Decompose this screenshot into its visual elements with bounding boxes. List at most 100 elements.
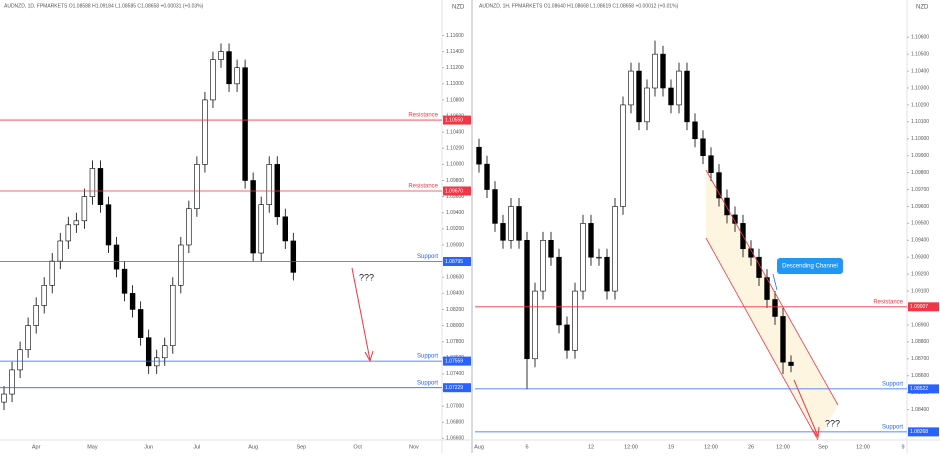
candle-body (596, 256, 602, 259)
candle-body (121, 268, 128, 294)
axis-unit: NZD (916, 5, 929, 11)
callout-text: Descending Channel (782, 264, 838, 270)
level-badge (443, 383, 471, 393)
y-tick-label: 1.08400 (446, 291, 464, 297)
candle-body (17, 349, 23, 371)
y-tick-label: 1.07400 (446, 371, 464, 377)
level-label: Support (417, 380, 438, 386)
candle-body (113, 244, 120, 270)
y-tick-label: 1.09800 (446, 178, 464, 184)
y-tick-label: 1.10400 (446, 129, 464, 135)
x-tick-label: Oct (353, 444, 362, 450)
candle-body (492, 189, 498, 224)
y-tick-label: 1.10400 (911, 68, 929, 74)
level-value-label: 1.07559 (445, 358, 463, 364)
candle-body (137, 309, 144, 338)
candle-body (41, 284, 47, 306)
candle-body (572, 290, 578, 351)
candle-body (210, 59, 216, 101)
y-tick-label: 1.08900 (911, 322, 929, 328)
candle-body (290, 240, 297, 273)
y-tick-label: 1.10200 (446, 146, 464, 152)
channel-upper (705, 169, 839, 406)
candle-body (1, 393, 7, 403)
y-tick-label: 1.09400 (911, 238, 929, 244)
chart-header: AUDNZD, 1D, FPMARKETS O1.08588 H1.09184 … (4, 3, 204, 9)
y-tick-label: 1.07800 (446, 339, 464, 345)
x-tick-label: Sep (818, 444, 828, 450)
x-tick-label: 6 (525, 444, 528, 450)
level-label: Support (882, 424, 903, 430)
y-tick-label: 1.10500 (911, 51, 929, 57)
y-tick-label: 1.10100 (911, 119, 929, 125)
candle-body (692, 121, 698, 140)
candle-body (129, 293, 136, 310)
x-tick-label: Aug (248, 444, 258, 450)
candle-body (250, 180, 256, 254)
level-badge (443, 186, 471, 196)
y-tick-label: 1.09200 (911, 271, 929, 277)
candle-body (508, 206, 514, 241)
level-value-label: 1.10550 (445, 117, 463, 123)
candle-body (604, 256, 610, 292)
level-badge (443, 356, 471, 366)
candle-body (145, 337, 152, 367)
candle-body (676, 70, 682, 106)
arrow-head (364, 350, 374, 363)
candle-body (65, 224, 72, 242)
level-label: Support (417, 354, 438, 360)
y-tick-label: 1.07000 (446, 403, 464, 409)
candle-body (170, 284, 176, 347)
candle-body (484, 163, 490, 190)
candle-body (274, 164, 280, 218)
candle-body (33, 305, 39, 326)
y-tick-label: 1.09100 (911, 288, 929, 294)
candle-body (218, 51, 224, 60)
y-tick-label: 1.09400 (446, 210, 464, 216)
level-badge (908, 302, 939, 312)
y-tick-label: 1.09000 (446, 242, 464, 248)
y-tick-label: 1.11400 (446, 49, 464, 55)
y-tick-label: 1.11000 (446, 81, 464, 87)
level-value-label: 1.09007 (910, 304, 928, 310)
y-tick-label: 1.06600 (446, 436, 464, 442)
candle-body (732, 214, 738, 224)
candle-body (668, 87, 674, 106)
y-tick-label: 1.09200 (446, 226, 464, 232)
level-label: Support (882, 381, 903, 387)
candle-body (628, 70, 634, 106)
y-tick-label: 1.08400 (911, 407, 929, 413)
candle-body (81, 196, 88, 222)
y-tick-label: 1.09500 (911, 221, 929, 227)
channel-lower (705, 237, 819, 441)
candle-body (194, 164, 200, 210)
candle-body (652, 53, 658, 89)
candle-body (772, 299, 778, 317)
candle-body (476, 146, 482, 165)
candle-body (780, 316, 786, 363)
candle-body (97, 168, 104, 205)
candle-body (266, 164, 272, 205)
candle-body (162, 345, 168, 359)
x-tick-label: 12:00 (776, 444, 790, 450)
level-badge (908, 384, 939, 394)
candle-body (660, 53, 666, 89)
y-tick-label: 1.10300 (911, 85, 929, 91)
y-tick-label: 1.08600 (446, 275, 464, 281)
y-tick-label: 1.08700 (911, 356, 929, 362)
y-tick-label: 1.08600 (911, 373, 929, 379)
candle-body (620, 104, 626, 207)
x-tick-label: Jul (193, 444, 200, 450)
arrows (351, 267, 820, 439)
x-tick-label: 26 (748, 444, 754, 450)
candle-body (25, 325, 31, 351)
candle-body (636, 70, 642, 123)
candle-body (186, 208, 192, 246)
y-tick-label: 1.10200 (911, 102, 929, 108)
chart-header: AUDNZD, 1H, FPMARKETS O1.08640 H1.08668 … (479, 3, 679, 9)
candle-body (756, 256, 762, 278)
candle-body (234, 67, 240, 85)
candle-body (532, 290, 538, 360)
callout-pointer (772, 273, 778, 291)
